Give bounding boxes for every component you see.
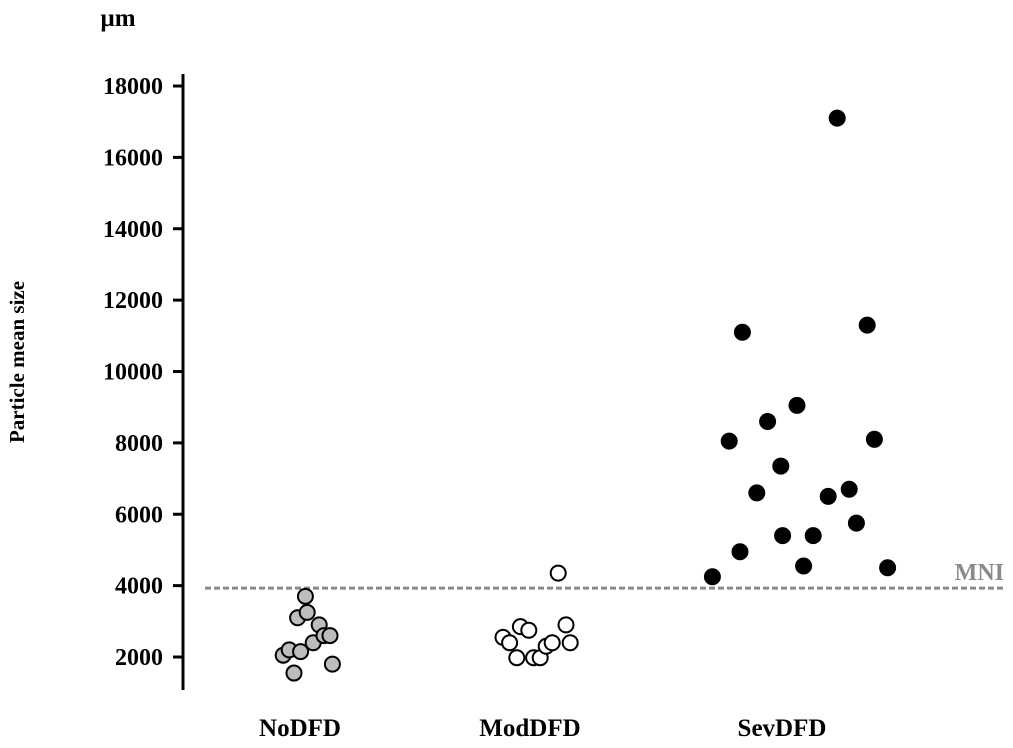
data-point-sevdfd <box>879 559 897 577</box>
y-tick-label: 14000 <box>103 217 163 243</box>
data-point-sevdfd <box>774 527 792 545</box>
category-labels: NoDFD ModDFD SevDFD <box>259 715 826 742</box>
data-points <box>274 109 897 682</box>
data-point-sevdfd <box>733 323 751 341</box>
data-point-sevdfd <box>720 432 738 450</box>
data-point-nodfd <box>292 643 310 661</box>
y-tick-label: 16000 <box>103 145 163 171</box>
data-point-nodfd <box>298 603 316 621</box>
y-tick-label: 4000 <box>115 574 163 600</box>
data-point-sevdfd <box>858 316 876 334</box>
data-point-sevdfd <box>788 396 806 414</box>
data-point-sevdfd <box>703 568 721 586</box>
data-point-nodfd <box>323 655 341 673</box>
data-point-sevdfd <box>772 457 790 475</box>
y-tick-label: 6000 <box>115 502 163 528</box>
data-point-moddfd <box>508 649 526 667</box>
data-point-moddfd <box>557 616 575 634</box>
data-point-sevdfd <box>759 412 777 430</box>
data-point-moddfd <box>543 634 561 652</box>
y-axis-title: Particle mean size <box>5 281 29 443</box>
unit-label: µm <box>100 5 135 32</box>
data-point-sevdfd <box>865 430 883 448</box>
y-tick-label: 12000 <box>103 288 163 314</box>
data-point-moddfd <box>549 564 567 582</box>
data-point-nodfd <box>321 627 339 645</box>
y-tick-label: 10000 <box>103 360 163 386</box>
category-label: NoDFD <box>259 715 341 742</box>
data-point-sevdfd <box>819 487 837 505</box>
data-point-nodfd <box>285 664 303 682</box>
data-point-sevdfd <box>731 543 749 561</box>
category-label: SevDFD <box>738 715 827 742</box>
y-tick-label: 8000 <box>115 431 163 457</box>
data-point-sevdfd <box>748 484 766 502</box>
data-point-sevdfd <box>795 557 813 575</box>
y-axis-ticks: 2000 4000 6000 8000 10000 12000 14000 16000 1800… <box>103 74 183 671</box>
y-tick-label: 18000 <box>103 74 163 100</box>
data-point-moddfd <box>501 634 519 652</box>
y-tick-label: 2000 <box>115 645 163 671</box>
mni-label: MNI <box>955 560 1004 586</box>
data-point-nodfd <box>296 587 314 605</box>
data-point-moddfd <box>561 634 579 652</box>
data-point-moddfd <box>520 621 538 639</box>
data-point-sevdfd <box>847 514 865 532</box>
data-point-sevdfd <box>840 480 858 498</box>
mni-reference: MNI <box>205 560 1005 590</box>
category-label: ModDFD <box>479 715 580 742</box>
data-point-sevdfd <box>804 527 822 545</box>
data-point-sevdfd <box>828 109 846 127</box>
